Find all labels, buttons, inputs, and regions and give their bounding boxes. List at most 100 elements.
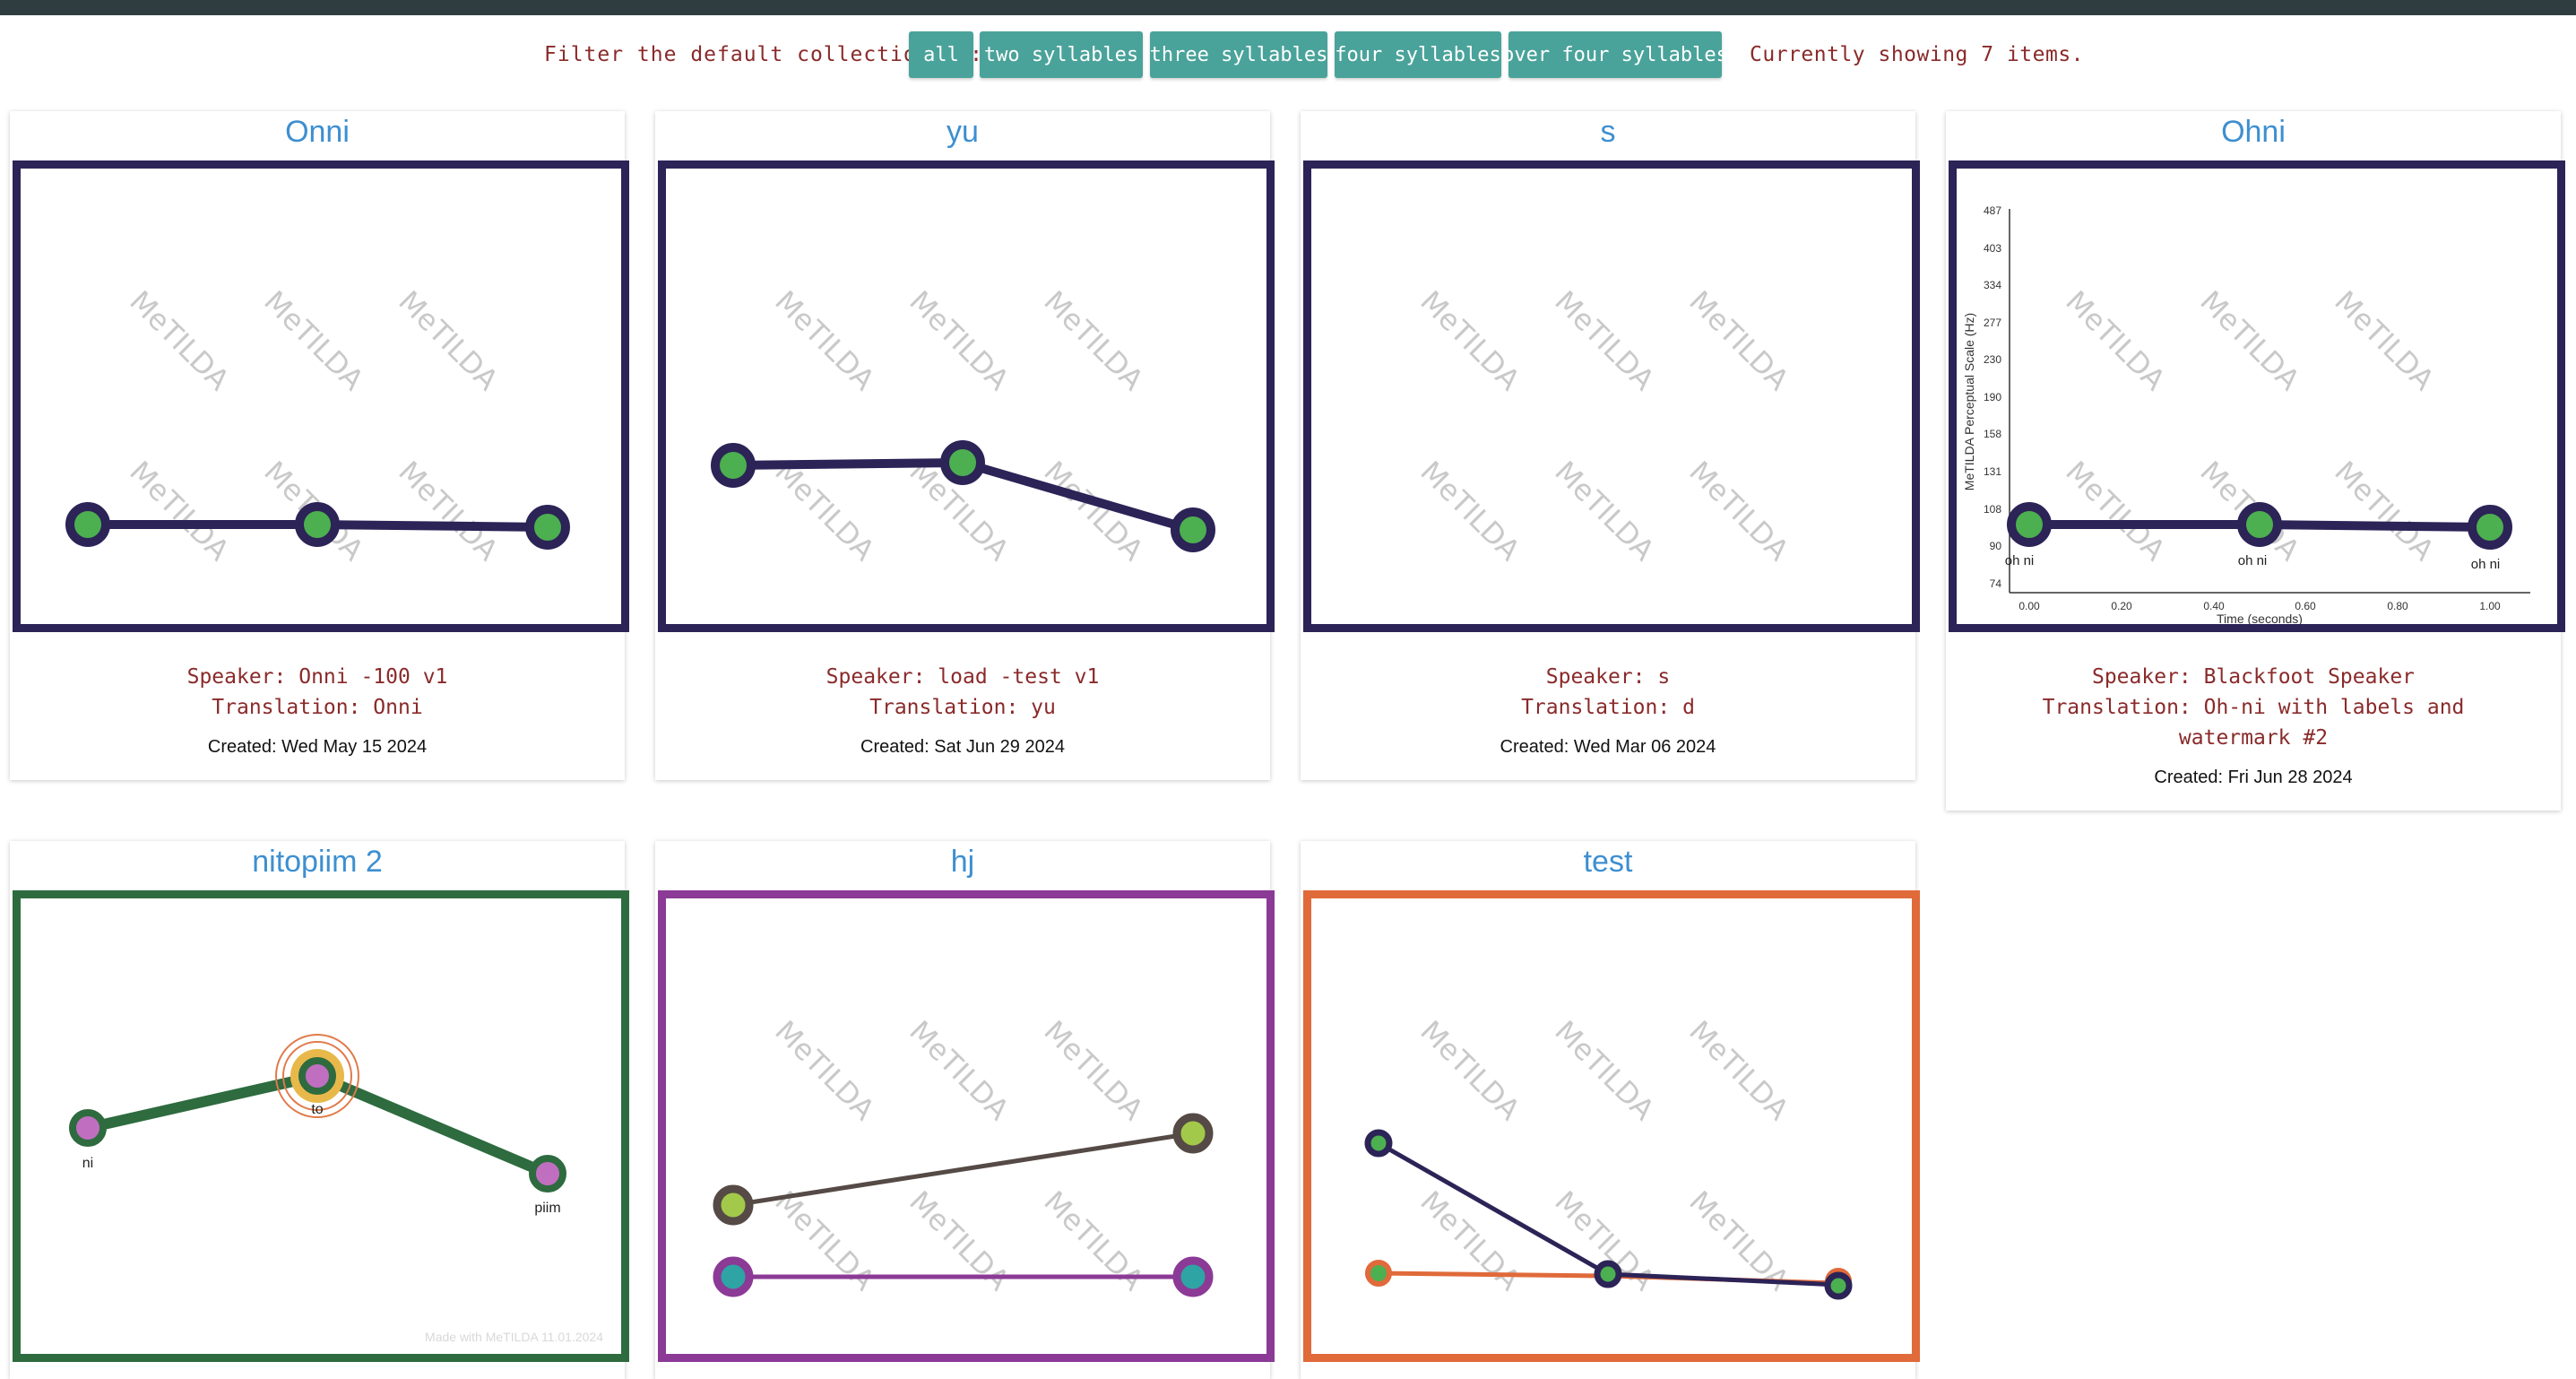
pitch-point[interactable] [711,443,756,488]
watermark-text: MeTILDA [1548,455,1661,568]
highlight-ring [282,1041,352,1111]
watermark-text: MeTILDA [392,284,505,397]
collection-card-s[interactable]: s MeTILDA MeTILDA MeTILDA MeTILDA MeTILD… [1301,111,1920,780]
watermark-text: MeTILDA [1413,284,1526,397]
watermark-text: MeTILDA [1413,1014,1526,1127]
collection-card-test[interactable]: test MeTILDA MeTILDA MeTILDA MeTILDA MeT… [1301,841,1920,1379]
watermark-text: MeTILDA [903,1184,1016,1297]
pitch-chart-frame[interactable]: MeTILDA MeTILDA MeTILDA MeTILDA MeTILDA … [658,890,1275,1362]
pitch-chart-frame[interactable]: MeTILDA MeTILDA MeTILDA MeTILDA MeTILDA … [658,160,1275,632]
card-title[interactable]: Onni [285,115,350,149]
pitch-point[interactable] [1172,1113,1214,1154]
x-tick-label: 0.40 [2203,600,2225,612]
created-date: Created: Wed Mar 06 2024 [1500,737,1716,757]
watermark-text: MeTILDA [1413,455,1526,568]
watermark-text: MeTILDA [768,455,881,568]
watermark-text: MeTILDA [392,455,505,568]
pitch-point[interactable] [1594,1260,1622,1288]
pitch-point[interactable] [2468,505,2512,550]
pitch-point[interactable] [298,1057,336,1095]
y-tick-label: 403 [1984,242,2001,255]
pitch-chart: MeTILDA MeTILDA MeTILDA MeTILDA MeTILDA … [1962,204,2530,624]
translation-text: Translation: yu [869,696,1056,719]
y-tick-label: 487 [1984,204,2001,217]
card-meta: Speaker: Blackfoot Speaker Translation: … [1946,662,2561,788]
pitch-point[interactable] [1172,1256,1214,1297]
point-label: oh ni [2238,553,2268,568]
watermark-text: MeTILDA [1037,1014,1150,1127]
y-tick-label: 74 [1990,577,2002,590]
card-title[interactable]: hj [950,845,975,879]
created-date: Created: Sat Jun 29 2024 [860,737,1065,757]
x-tick-label: 0.00 [2018,600,2040,612]
highlight-ring [275,1034,359,1118]
pitch-point[interactable] [2237,502,2282,547]
point-label: to [311,1102,323,1117]
collection-card-nitopiim-2[interactable]: nitopiim 2 ni to piim Made with MeTILDA … [10,841,629,1379]
card-title[interactable]: yu [947,115,979,149]
pitch-chart: ni to piim Made with MeTILDA 11.01.2024 [69,1034,603,1344]
card-title[interactable]: s [1600,115,1616,149]
y-tick-label: 131 [1984,465,2001,478]
filter-two-syllables-button[interactable]: two syllables [980,31,1143,78]
pitch-point[interactable] [65,502,110,547]
watermark-text: MeTILDA [1682,284,1795,397]
point-label: ni [82,1156,93,1171]
watermark-text: MeTILDA [1548,1014,1661,1127]
card-title[interactable]: nitopiim 2 [252,845,383,879]
pitch-chart-frame[interactable]: ni to piim Made with MeTILDA 11.01.2024 [13,890,629,1362]
point-label: oh ni [2005,553,2035,568]
collection-card-ohni[interactable]: Ohni MeTILDA MeTILDA MeTILDA MeTILDA MeT… [1946,111,2565,811]
pitch-point[interactable] [1824,1271,1853,1300]
pitch-chart-frame[interactable]: MeTILDA MeTILDA MeTILDA MeTILDA MeTILDA … [13,160,629,632]
speaker-text: Speaker: Blackfoot Speaker [2091,665,2416,689]
pitch-chart-frame[interactable]: MeTILDA MeTILDA MeTILDA MeTILDA MeTILDA … [1303,890,1920,1362]
pitch-point[interactable] [1365,1260,1392,1287]
watermark-text: MeTILDA [1682,1014,1795,1127]
card-title[interactable]: Ohni [2221,115,2286,149]
pitch-line [732,1131,1194,1208]
y-tick-label: 158 [1984,428,2001,440]
pitch-point[interactable] [69,1109,107,1147]
x-tick-label: 0.80 [2387,600,2408,612]
watermark-text: MeTILDA [768,284,881,397]
watermark-layer: MeTILDA MeTILDA MeTILDA MeTILDA MeTILDA … [768,1014,1150,1297]
pitch-chart-frame[interactable]: MeTILDA MeTILDA MeTILDA MeTILDA MeTILDA … [1303,160,1920,632]
pitch-chart-frame[interactable]: MeTILDA MeTILDA MeTILDA MeTILDA MeTILDA … [1949,160,2565,632]
watermark-text: MeTILDA [1037,284,1150,397]
collection-card-yu[interactable]: yu MeTILDA MeTILDA MeTILDA MeTILDA MeTIL… [655,111,1275,780]
y-tick-label: 108 [1984,503,2001,516]
point-label: oh ni [2471,557,2501,572]
y-tick-label: 334 [1984,279,2001,291]
top-bar [0,0,2576,15]
x-tick-label: 1.00 [2479,600,2501,612]
pitch-point[interactable] [1171,507,1215,552]
pitch-point[interactable] [713,1184,754,1226]
watermark-text: MeTILDA [903,1014,1016,1127]
speaker-text: Speaker: s [1545,665,1671,689]
watermark-text: MeTILDA [768,1014,881,1127]
filter-four-syllables-button[interactable]: four syllables [1335,31,1501,78]
filter-all-button[interactable]: all [909,31,973,78]
pitch-point[interactable] [529,1155,566,1193]
y-tick-label: 277 [1984,317,2001,329]
filter-over-four-syllables-button[interactable]: over four syllables [1502,31,1728,78]
card-title[interactable]: test [1583,845,1633,879]
pitch-point[interactable] [1364,1129,1393,1158]
pitch-point[interactable] [525,505,570,550]
watermark-text: MeTILDA [1548,284,1661,397]
collection-card-hj[interactable]: hj MeTILDA MeTILDA MeTILDA MeTILDA MeTIL… [655,841,1275,1379]
pitch-point[interactable] [713,1256,754,1297]
x-tick-label: 0.60 [2295,600,2316,612]
collection-card-onni[interactable]: Onni MeTILDA MeTILDA MeTILDA MeTILDA MeT… [10,111,629,780]
card-meta: Speaker: s Translation: d Created: Wed M… [1301,662,1915,758]
y-tick-label: 190 [1984,391,2001,403]
pitch-point[interactable] [2007,502,2052,547]
pitch-point[interactable] [940,440,985,485]
translation-text: Translation: Oh-ni with labels and water… [2042,696,2465,750]
watermark-text: MeTILDA [1413,1184,1526,1297]
watermark-text: MeTILDA [2328,455,2441,568]
filter-three-syllables-button[interactable]: three syllables [1150,31,1327,78]
item-count-text: Currently showing 7 items. [1750,43,2085,66]
pitch-point[interactable] [295,502,340,547]
